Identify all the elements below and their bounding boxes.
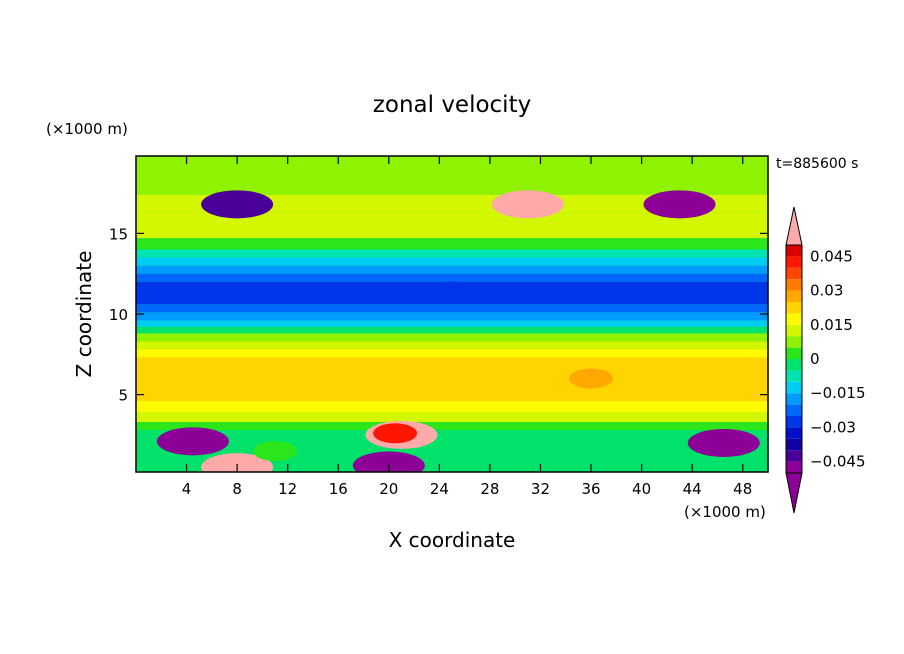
x-tick-label: 4 xyxy=(182,480,192,498)
colorbar-over-triangle xyxy=(785,206,803,246)
y-axis: 5 10 15 xyxy=(109,225,768,405)
x-tick-label: 12 xyxy=(278,480,297,498)
colorbar-swatch xyxy=(786,359,802,371)
contour-band xyxy=(136,265,768,274)
colorbar-swatch xyxy=(786,347,802,359)
colorbar-tick-label: −0.03 xyxy=(810,418,856,436)
contour-band xyxy=(136,422,768,431)
colorbar-swatch xyxy=(786,450,802,462)
colorbar-swatch xyxy=(786,393,802,405)
contour-band xyxy=(136,249,768,258)
contour-feature xyxy=(253,441,298,462)
contour-band xyxy=(136,333,768,342)
time-label: t=885600 s xyxy=(776,156,858,172)
colorbar-swatch xyxy=(786,438,802,451)
chart-title: zonal velocity xyxy=(373,92,531,118)
contour-band xyxy=(136,412,768,423)
x-unit-label: (×1000 m) xyxy=(684,503,766,521)
colorbar-tick-label: 0.015 xyxy=(810,316,853,334)
x-tick-label: 36 xyxy=(581,480,600,498)
contour-band xyxy=(136,273,768,282)
colorbar-swatch xyxy=(786,336,802,348)
contour-band xyxy=(136,257,768,266)
contour-band xyxy=(136,357,768,402)
contour-feature xyxy=(569,368,614,389)
colorbar-swatch xyxy=(786,245,802,257)
x-tick-label: 8 xyxy=(232,480,242,498)
x-axis: 4 8 12 16 20 24 28 32 36 40 44 48 xyxy=(182,156,752,498)
colorbar-tick-label: 0.045 xyxy=(810,247,853,265)
contour-feature xyxy=(156,427,229,456)
contour-feature xyxy=(352,451,425,472)
colorbar-tick-label: −0.045 xyxy=(810,453,866,471)
y-axis-label: Z coordinate xyxy=(72,251,96,378)
colorbar-swatch xyxy=(786,370,802,382)
colorbar-swatch xyxy=(786,416,802,428)
x-tick-label: 44 xyxy=(683,480,702,498)
contour-feature xyxy=(373,423,418,444)
colorbar-swatch xyxy=(786,313,802,325)
contour-band xyxy=(136,341,768,350)
colorbar-tick-label: 0.03 xyxy=(810,282,843,300)
x-tick-label: 16 xyxy=(329,480,348,498)
x-tick-label: 28 xyxy=(480,480,499,498)
contour-band xyxy=(136,401,768,413)
colorbar-tick-label: −0.015 xyxy=(810,384,866,402)
x-tick-label: 40 xyxy=(632,480,651,498)
colorbar-swatch xyxy=(786,267,802,280)
colorbar-swatch xyxy=(786,381,802,394)
y-tick-label: 5 xyxy=(118,387,128,405)
y-unit-label: (×1000 m) xyxy=(46,120,128,138)
contour-feature xyxy=(491,190,564,219)
colorbar-swatch xyxy=(786,302,802,314)
x-tick-label: 24 xyxy=(430,480,449,498)
colorbar-swatch xyxy=(786,290,802,302)
colorbar-swatch xyxy=(786,324,802,337)
contour-feature xyxy=(643,190,716,219)
x-tick-label: 32 xyxy=(531,480,550,498)
y-tick-label: 10 xyxy=(109,306,128,324)
colorbar: 0.045 0.03 0.015 0 −0.015 −0.03 −0.045 xyxy=(785,206,866,514)
colorbar-swatch xyxy=(786,256,802,268)
contour-band xyxy=(136,349,768,358)
colorbar-swatch xyxy=(786,427,802,439)
contour-band xyxy=(136,326,768,334)
colorbar-under-triangle xyxy=(785,472,803,514)
x-tick-label: 20 xyxy=(379,480,398,498)
contour-field xyxy=(136,156,768,472)
contour-band xyxy=(136,156,768,195)
contour-band xyxy=(136,238,768,250)
contour-band xyxy=(136,312,768,321)
contour-band xyxy=(136,320,768,327)
colorbar-swatch xyxy=(786,279,802,291)
colorbar-swatch xyxy=(786,404,802,416)
y-tick-label: 15 xyxy=(109,225,128,243)
colorbar-tick-label: 0 xyxy=(810,350,820,368)
contour-band xyxy=(136,194,768,213)
colorbar-frame xyxy=(785,244,803,474)
contour-feature xyxy=(201,190,274,219)
contour-feature xyxy=(201,453,274,472)
x-tick-label: 48 xyxy=(733,480,752,498)
x-axis-label: X coordinate xyxy=(389,528,516,552)
contour-feature xyxy=(687,428,760,457)
contour-band xyxy=(136,304,768,313)
contour-feature xyxy=(430,281,474,302)
colorbar-swatch xyxy=(786,461,802,473)
